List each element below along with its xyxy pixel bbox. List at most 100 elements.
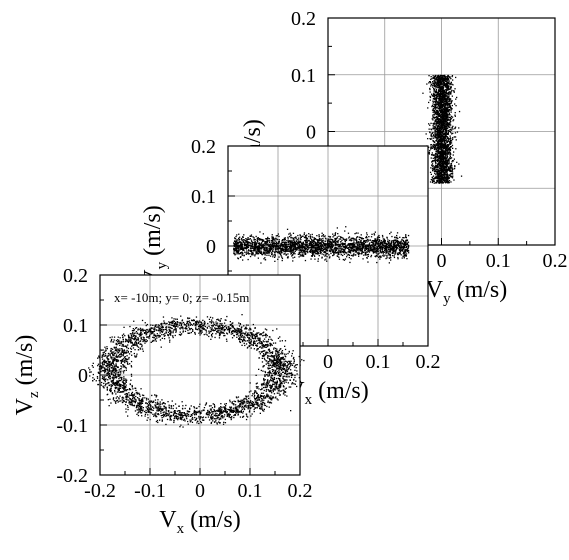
data-point (374, 243, 377, 245)
data-point (274, 243, 276, 245)
x-tick-label: 0 (437, 250, 447, 272)
data-point (323, 248, 325, 250)
data-point (440, 151, 442, 153)
data-point (283, 237, 285, 239)
data-point (310, 247, 313, 249)
data-point (433, 122, 435, 124)
data-point (426, 83, 428, 85)
data-point (286, 245, 288, 247)
data-point (442, 143, 444, 145)
data-point (318, 247, 320, 249)
data-point (357, 232, 359, 234)
data-point (448, 163, 450, 165)
data-point (328, 242, 331, 244)
data-point (437, 125, 439, 127)
data-point (445, 120, 447, 122)
data-point (435, 87, 437, 89)
data-point (446, 179, 448, 181)
data-point (439, 163, 441, 166)
data-point (446, 110, 449, 112)
data-point (292, 238, 294, 240)
data-point (437, 176, 439, 179)
data-point (338, 244, 340, 246)
data-point (439, 87, 441, 90)
data-point (440, 145, 442, 147)
data-point (299, 248, 301, 250)
data-point (348, 243, 350, 245)
data-point (378, 255, 381, 257)
data-point (448, 80, 450, 82)
data-point (447, 105, 449, 107)
data-point (382, 238, 384, 240)
data-point (437, 151, 439, 153)
data-point (438, 163, 440, 165)
data-point (433, 76, 435, 78)
data-point (440, 87, 442, 89)
data-point (458, 163, 460, 165)
data-point (450, 90, 452, 93)
data-point (449, 88, 451, 90)
data-point (437, 172, 439, 174)
data-point (438, 118, 440, 121)
data-point (444, 123, 446, 125)
data-point (448, 102, 450, 104)
data-point (302, 245, 304, 247)
data-point (428, 75, 430, 77)
data-point (392, 241, 394, 244)
data-point (313, 250, 316, 252)
data-point (272, 248, 274, 250)
data-point (445, 157, 447, 159)
data-point (439, 110, 441, 112)
data-point (382, 236, 384, 238)
data-point (436, 106, 438, 108)
data-point (245, 238, 247, 240)
data-point (438, 102, 440, 105)
data-point (442, 83, 444, 85)
data-point (333, 253, 335, 255)
data-point (370, 241, 372, 243)
data-point (436, 135, 438, 137)
data-point (454, 136, 457, 138)
data-point (434, 82, 437, 84)
data-point (261, 242, 263, 244)
data-point (335, 239, 337, 241)
data-point (289, 251, 291, 253)
data-point (442, 174, 445, 176)
data-point (260, 245, 262, 247)
data-point (368, 243, 370, 245)
data-point (378, 252, 380, 254)
data-point (441, 158, 443, 160)
data-point (404, 250, 406, 252)
data-point (247, 238, 249, 240)
data-point (311, 243, 313, 246)
data-point (294, 247, 296, 249)
data-point (238, 239, 241, 241)
data-point (433, 97, 436, 99)
data-point (239, 249, 241, 251)
data-point (316, 245, 318, 247)
data-point (433, 111, 435, 113)
data-point (431, 154, 433, 156)
data-point (442, 152, 444, 154)
data-point (427, 107, 429, 109)
data-point (450, 175, 452, 178)
data-point (326, 240, 329, 242)
data-point (440, 90, 442, 92)
data-point (281, 249, 284, 251)
data-point (353, 245, 355, 247)
data-point (441, 77, 443, 79)
data-point (439, 174, 442, 176)
data-point (236, 253, 238, 255)
data-point (445, 168, 447, 170)
data-point (302, 255, 304, 257)
data-point (398, 245, 400, 247)
data-point (325, 258, 327, 260)
data-point (434, 119, 437, 121)
data-point (429, 124, 431, 126)
data-point (316, 246, 318, 249)
data-point (274, 251, 276, 253)
data-point (450, 78, 452, 80)
data-point (442, 121, 444, 123)
data-point (284, 241, 286, 243)
data-point (446, 78, 448, 80)
